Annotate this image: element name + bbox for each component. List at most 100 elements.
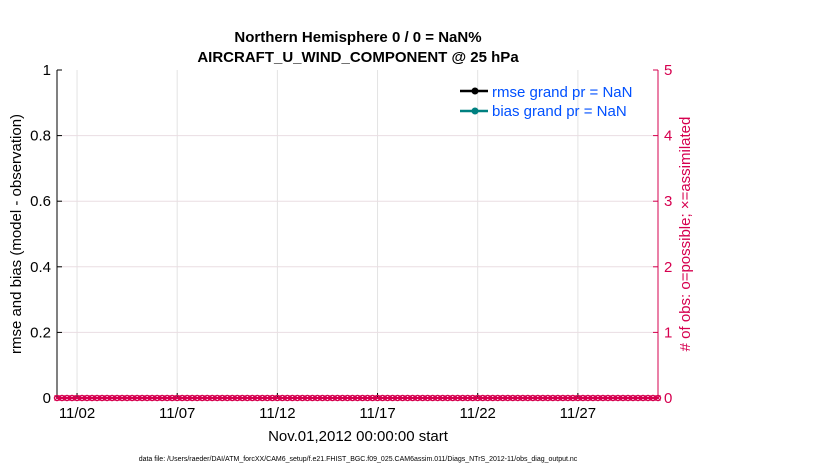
obs-assimilated-marker — [54, 395, 60, 401]
obs-assimilated-marker — [364, 395, 371, 401]
y-tick-label: 1 — [43, 62, 51, 79]
obs-assimilated-marker — [339, 395, 346, 401]
obs-assimilated-marker — [144, 395, 151, 401]
obs-possible-marker — [654, 394, 662, 402]
obs-assimilated-marker — [569, 395, 576, 401]
obs-assimilated-marker — [89, 395, 95, 401]
y2-tick-label: 3 — [664, 193, 672, 210]
obs-assimilated-marker — [104, 395, 111, 401]
obs-assimilated-marker — [189, 395, 196, 401]
obs-assimilated-marker — [469, 395, 476, 401]
obs-assimilated-marker — [509, 395, 516, 401]
obs-assimilated-marker — [119, 395, 126, 401]
obs-assimilated-marker — [304, 395, 311, 401]
obs-assimilated-marker — [64, 395, 70, 401]
legend: rmse grand pr = NaN bias grand pr = NaN — [460, 84, 632, 120]
obs-assimilated-marker — [534, 395, 541, 401]
y2-tick-label: 4 — [664, 128, 672, 145]
y2-tick-label: 5 — [664, 62, 672, 79]
obs-assimilated-marker — [444, 395, 451, 401]
obs-assimilated-marker — [94, 395, 100, 401]
obs-assimilated-marker — [354, 395, 361, 401]
obs-assimilated-marker — [604, 395, 611, 401]
obs-assimilated-marker — [154, 395, 161, 401]
obs-assimilated-marker — [635, 395, 641, 401]
obs-assimilated-marker — [594, 395, 601, 401]
obs-assimilated-marker — [124, 395, 131, 401]
obs-assimilated-marker — [279, 395, 286, 401]
y2-axis-label: # of obs: o=possible; ×=assimilated — [677, 117, 694, 352]
obs-assimilated-marker — [79, 395, 85, 401]
y2-tick-label: 1 — [664, 324, 672, 341]
obs-assimilated-marker — [99, 395, 105, 401]
obs-assimilated-marker — [414, 395, 421, 401]
obs-assimilated-marker — [484, 395, 491, 401]
obs-assimilated-marker — [314, 395, 321, 401]
obs-assimilated-marker — [589, 395, 596, 401]
obs-assimilated-marker — [289, 395, 296, 401]
obs-assimilated-marker — [389, 395, 396, 401]
obs-assimilated-marker — [74, 395, 80, 401]
x-tick-label: 11/02 — [59, 405, 95, 422]
obs-assimilated-marker — [419, 395, 426, 401]
obs-assimilated-marker — [374, 395, 381, 401]
obs-assimilated-marker — [129, 395, 136, 401]
x-tick-label: 11/07 — [159, 405, 195, 422]
y-tick-label: 0.2 — [30, 324, 51, 341]
obs-assimilated-marker — [439, 395, 446, 401]
obs-assimilated-marker — [219, 395, 226, 401]
legend-rmse-marker — [471, 87, 479, 95]
obs-assimilated-marker — [324, 395, 331, 401]
ticks: 11/02 11/07 11/12 11/17 11/22 11/27 0 0 0.2 1 0.4 2… — [30, 62, 672, 422]
obs-markers — [53, 394, 662, 402]
obs-assimilated-marker — [549, 395, 556, 401]
obs-assimilated-marker — [519, 395, 526, 401]
obs-assimilated-marker — [424, 395, 431, 401]
y-tick-label: 0.4 — [30, 259, 51, 276]
obs-assimilated-marker — [149, 395, 156, 401]
obs-assimilated-marker — [299, 395, 306, 401]
obs-assimilated-marker — [234, 395, 241, 401]
obs-assimilated-marker — [544, 395, 551, 401]
obs-assimilated-marker — [554, 395, 561, 401]
obs-assimilated-marker — [204, 395, 211, 401]
chart-title-line1: Northern Hemisphere 0 / 0 = NaN% — [234, 29, 481, 46]
obs-assimilated-marker — [174, 395, 181, 401]
obs-assimilated-marker — [640, 395, 646, 401]
obs-assimilated-marker — [564, 395, 571, 401]
obs-assimilated-marker — [655, 395, 661, 401]
obs-assimilated-marker — [344, 395, 351, 401]
obs-assimilated-marker — [284, 395, 291, 401]
y-tick-label: 0.8 — [30, 128, 51, 145]
obs-assimilated-marker — [164, 395, 171, 401]
obs-assimilated-marker — [394, 395, 401, 401]
obs-assimilated-marker — [319, 395, 326, 401]
obs-assimilated-marker — [599, 395, 606, 401]
obs-assimilated-marker — [334, 395, 341, 401]
obs-assimilated-marker — [449, 395, 456, 401]
obs-assimilated-marker — [59, 395, 65, 401]
obs-assimilated-marker — [269, 395, 276, 401]
grid — [57, 70, 658, 398]
obs-assimilated-marker — [244, 395, 251, 401]
obs-assimilated-marker — [264, 395, 271, 401]
obs-assimilated-marker — [329, 395, 336, 401]
obs-assimilated-marker — [399, 395, 406, 401]
y-tick-label: 0 — [43, 390, 51, 407]
obs-assimilated-marker — [539, 395, 546, 401]
obs-assimilated-marker — [499, 395, 506, 401]
obs-assimilated-marker — [184, 395, 191, 401]
obs-assimilated-marker — [229, 395, 236, 401]
obs-assimilated-marker — [384, 395, 391, 401]
obs-assimilated-marker — [494, 395, 501, 401]
obs-assimilated-marker — [224, 395, 231, 401]
obs-assimilated-marker — [209, 395, 216, 401]
obs-assimilated-marker — [645, 395, 651, 401]
obs-assimilated-marker — [610, 395, 616, 401]
obs-assimilated-marker — [349, 395, 356, 401]
obs-assimilated-marker — [479, 395, 486, 401]
obs-assimilated-marker — [139, 395, 146, 401]
chart-title-line2: AIRCRAFT_U_WIND_COMPONENT @ 25 hPa — [197, 49, 519, 66]
obs-assimilated-marker — [84, 395, 90, 401]
